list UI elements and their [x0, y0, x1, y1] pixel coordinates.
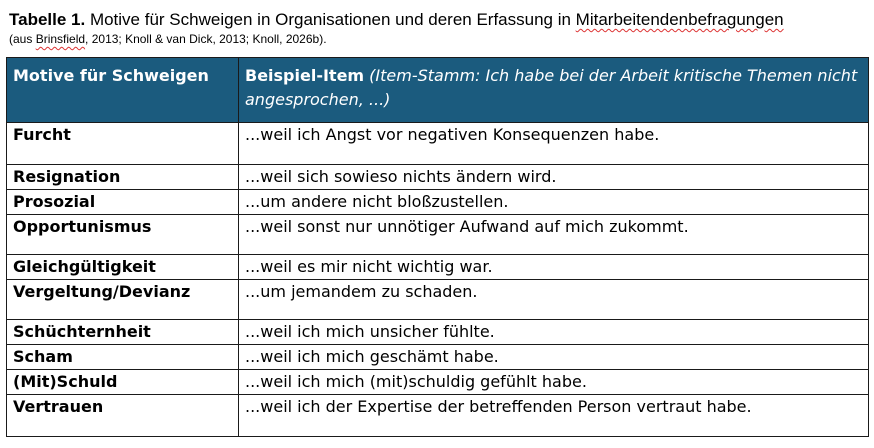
header-motive-label: Motive für Schweigen [13, 66, 209, 85]
table-row: Gleichgültigkeit ...weil es mir nicht wi… [6, 254, 869, 280]
header-example-item: Beispiel-Item (Item-Stamm: Ich habe bei … [238, 57, 869, 123]
table-row: (Mit)Schuld ...weil ich mich (mit)schuld… [6, 369, 869, 395]
item-cell: ...weil es mir nicht wichtig war. [238, 254, 869, 280]
header-item-stem: (Item-Stamm: Ich habe bei der Arbeit kri… [245, 66, 858, 109]
item-cell: ...weil ich mich unsicher fühlte. [238, 319, 869, 345]
item-cell: ...weil sonst nur unnötiger Aufwand auf … [238, 214, 869, 255]
table-row: Furcht ...weil ich Angst vor negativen K… [6, 122, 869, 165]
source-rest: , 2013; Knoll & van Dick, 2013; Knoll, 2… [85, 32, 327, 46]
motive-cell: Furcht [6, 122, 239, 165]
header-motive: Motive für Schweigen [6, 57, 239, 123]
motive-cell: Opportunismus [6, 214, 239, 255]
silence-motives-table: Motive für Schweigen Beispiel-Item (Item… [6, 57, 869, 437]
table-row: Resignation ...weil sich sowieso nichts … [6, 164, 869, 190]
caption-title-flagged-word: Mitarbeitendenbefragungen [575, 10, 784, 29]
item-cell: ...weil ich mich geschämt habe. [238, 344, 869, 370]
motive-cell: Scham [6, 344, 239, 370]
motive-cell: Schüchternheit [6, 319, 239, 345]
motive-cell: Vergeltung/Devianz [6, 279, 239, 320]
motive-cell: Gleichgültigkeit [6, 254, 239, 280]
header-item-label: Beispiel-Item [245, 66, 365, 85]
motive-cell: Resignation [6, 164, 239, 190]
table-caption: Tabelle 1. Motive für Schweigen in Organ… [9, 9, 869, 47]
item-cell: ...weil ich der Expertise der betreffend… [238, 394, 869, 437]
item-cell: ...weil ich Angst vor negativen Konseque… [238, 122, 869, 165]
item-cell: ...um jemandem zu schaden. [238, 279, 869, 320]
item-cell: ...weil ich mich (mit)schuldig gefühlt h… [238, 369, 869, 395]
caption-label: Tabelle 1. [9, 10, 86, 29]
source-prefix: (aus [9, 32, 36, 46]
item-cell: ...weil sich sowieso nichts ändern wird. [238, 164, 869, 190]
caption-title-text: Motive für Schweigen in Organisationen u… [85, 10, 576, 29]
table-header-row: Motive für Schweigen Beispiel-Item (Item… [6, 57, 869, 123]
table-row: Schüchternheit ...weil ich mich unsicher… [6, 319, 869, 345]
caption-source: (aus Brinsfield, 2013; Knoll & van Dick,… [9, 32, 869, 47]
table-row: Vertrauen ...weil ich der Expertise der … [6, 394, 869, 437]
table-row: Prosozial ...um andere nicht bloßzustell… [6, 189, 869, 215]
table-row: Vergeltung/Devianz ...um jemandem zu sch… [6, 279, 869, 320]
motive-cell: (Mit)Schuld [6, 369, 239, 395]
motive-cell: Prosozial [6, 189, 239, 215]
source-author-flagged-word: Brinsfield [35, 32, 86, 46]
table-row: Opportunismus ...weil sonst nur unnötige… [6, 214, 869, 255]
caption-title: Tabelle 1. Motive für Schweigen in Organ… [9, 9, 869, 31]
table-row: Scham ...weil ich mich geschämt habe. [6, 344, 869, 370]
motive-cell: Vertrauen [6, 394, 239, 437]
item-cell: ...um andere nicht bloßzustellen. [238, 189, 869, 215]
